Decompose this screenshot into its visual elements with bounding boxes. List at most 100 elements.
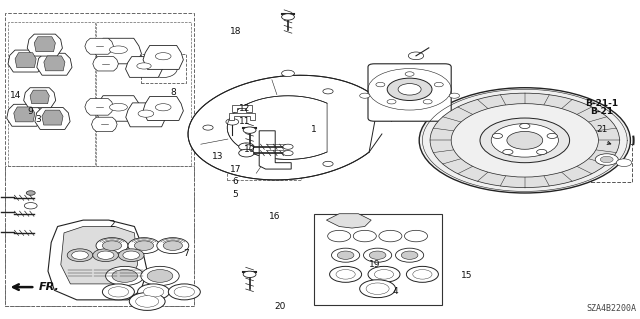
Circle shape <box>143 287 164 297</box>
Circle shape <box>67 249 93 262</box>
Circle shape <box>492 133 502 138</box>
Circle shape <box>616 159 632 167</box>
Circle shape <box>332 248 360 262</box>
Circle shape <box>283 151 293 156</box>
Circle shape <box>128 238 160 254</box>
Circle shape <box>507 131 543 149</box>
Circle shape <box>600 156 613 163</box>
Circle shape <box>282 14 294 20</box>
Circle shape <box>243 127 256 133</box>
Circle shape <box>112 270 138 282</box>
Text: 7: 7 <box>183 249 188 258</box>
Circle shape <box>136 296 159 307</box>
Polygon shape <box>44 56 65 71</box>
Circle shape <box>123 251 140 259</box>
Polygon shape <box>259 131 291 169</box>
Ellipse shape <box>137 63 151 69</box>
Circle shape <box>93 249 118 262</box>
Polygon shape <box>85 38 113 54</box>
Circle shape <box>24 203 37 209</box>
Ellipse shape <box>149 60 177 78</box>
FancyBboxPatch shape <box>368 64 451 121</box>
Text: B-21-1: B-21-1 <box>585 99 618 108</box>
Circle shape <box>353 230 376 242</box>
Ellipse shape <box>109 46 127 54</box>
Circle shape <box>147 270 173 282</box>
Circle shape <box>330 266 362 282</box>
Circle shape <box>243 271 256 278</box>
Circle shape <box>376 82 385 87</box>
Ellipse shape <box>109 103 127 111</box>
Circle shape <box>157 238 189 254</box>
Circle shape <box>102 241 122 250</box>
Circle shape <box>226 119 239 125</box>
Text: 13: 13 <box>212 152 223 161</box>
Polygon shape <box>95 38 141 64</box>
Circle shape <box>451 104 598 177</box>
Text: 15: 15 <box>461 271 473 280</box>
Circle shape <box>520 123 530 129</box>
Circle shape <box>360 93 370 98</box>
Circle shape <box>72 251 88 259</box>
Polygon shape <box>48 220 147 300</box>
Text: 16: 16 <box>269 212 281 221</box>
Bar <box>8 22 95 166</box>
Circle shape <box>328 230 351 242</box>
Text: 20: 20 <box>275 302 286 311</box>
Text: 17: 17 <box>230 165 241 174</box>
Text: 12: 12 <box>239 104 250 113</box>
Circle shape <box>492 123 558 157</box>
Circle shape <box>118 249 144 262</box>
Circle shape <box>26 191 35 195</box>
Polygon shape <box>35 108 70 130</box>
Polygon shape <box>6 104 42 126</box>
Circle shape <box>106 266 144 286</box>
Polygon shape <box>37 53 72 75</box>
Circle shape <box>239 149 254 157</box>
Circle shape <box>368 266 400 282</box>
Polygon shape <box>229 113 255 120</box>
Polygon shape <box>30 90 49 104</box>
Circle shape <box>364 248 392 262</box>
Circle shape <box>503 149 513 154</box>
Text: 4: 4 <box>393 287 398 296</box>
Circle shape <box>404 230 428 242</box>
Circle shape <box>239 143 254 151</box>
Circle shape <box>337 251 354 259</box>
Circle shape <box>419 88 630 193</box>
Text: 1: 1 <box>311 125 316 134</box>
Circle shape <box>336 270 355 279</box>
Circle shape <box>423 100 432 104</box>
Circle shape <box>168 284 200 300</box>
Polygon shape <box>143 96 184 120</box>
Text: FR.: FR. <box>38 282 59 292</box>
Circle shape <box>108 287 129 297</box>
Circle shape <box>138 284 170 300</box>
Polygon shape <box>8 50 44 72</box>
Circle shape <box>366 283 389 294</box>
Circle shape <box>449 93 460 98</box>
Circle shape <box>323 161 333 167</box>
Text: 3: 3 <box>36 115 41 124</box>
Text: 19: 19 <box>369 260 380 269</box>
Polygon shape <box>15 53 36 68</box>
Circle shape <box>323 89 333 94</box>
Polygon shape <box>85 99 113 115</box>
Polygon shape <box>125 103 166 127</box>
Text: 14: 14 <box>10 91 22 100</box>
Circle shape <box>387 100 396 104</box>
Polygon shape <box>14 107 35 122</box>
Bar <box>5 166 194 306</box>
Circle shape <box>401 251 418 259</box>
Circle shape <box>435 82 444 87</box>
Polygon shape <box>326 214 371 228</box>
Text: 9: 9 <box>28 107 33 116</box>
Text: 21: 21 <box>596 125 607 134</box>
Circle shape <box>398 84 421 95</box>
Polygon shape <box>93 57 118 71</box>
Bar <box>314 214 442 305</box>
Text: 2: 2 <box>109 220 115 229</box>
Polygon shape <box>28 34 63 56</box>
Circle shape <box>141 266 179 286</box>
Polygon shape <box>42 110 63 125</box>
